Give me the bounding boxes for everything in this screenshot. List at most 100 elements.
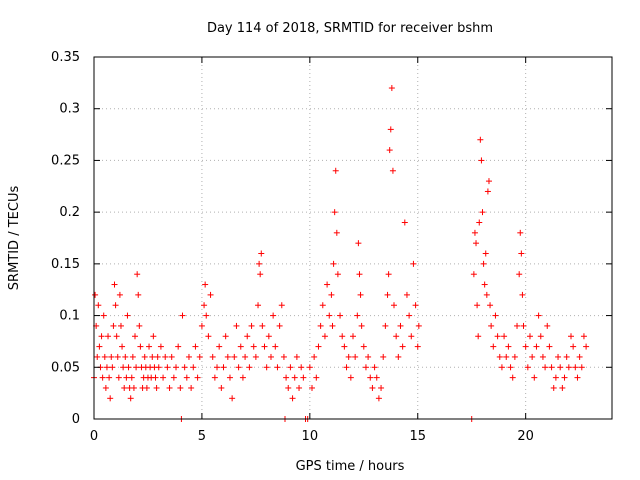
data-point: [102, 384, 109, 391]
data-point: [507, 364, 514, 371]
data-point: [388, 85, 395, 92]
data-point: [192, 343, 199, 350]
data-point: [92, 291, 99, 298]
data-point: [341, 343, 348, 350]
data-point: [546, 343, 553, 350]
data-point: [289, 395, 296, 402]
grid-lines: [94, 57, 612, 419]
data-point: [270, 312, 277, 319]
data-point: [106, 374, 113, 381]
data-point: [378, 384, 385, 391]
data-point: [487, 302, 494, 309]
data-point: [412, 302, 419, 309]
data-point: [287, 364, 294, 371]
data-point: [116, 291, 123, 298]
data-point: [365, 353, 372, 360]
data-point: [505, 343, 512, 350]
y-tick-label: 0.3: [59, 102, 80, 117]
data-point: [488, 322, 495, 329]
data-point: [194, 374, 201, 381]
y-tick-label: 0.25: [51, 153, 80, 168]
data-point: [526, 333, 533, 340]
data-point: [112, 302, 119, 309]
data-point: [478, 157, 485, 164]
data-point: [162, 353, 169, 360]
y-axis-label: SRMTID / TECUs: [7, 186, 22, 291]
data-point: [220, 364, 227, 371]
data-point: [578, 364, 585, 371]
data-point: [373, 374, 380, 381]
data-point: [259, 322, 266, 329]
data-point: [98, 333, 105, 340]
data-point: [389, 167, 396, 174]
data-point: [574, 374, 581, 381]
data-point: [229, 395, 236, 402]
data-point: [242, 353, 249, 360]
data-point: [470, 271, 477, 278]
data-point: [519, 291, 526, 298]
data-point: [115, 374, 122, 381]
data-point: [233, 322, 240, 329]
data-point: [529, 353, 536, 360]
data-point: [539, 353, 546, 360]
data-point: [356, 271, 363, 278]
data-point: [179, 312, 186, 319]
data-point: [321, 333, 328, 340]
data-point: [99, 374, 106, 381]
data-point: [498, 364, 505, 371]
data-point: [127, 395, 134, 402]
data-point: [517, 229, 524, 236]
data-point: [332, 167, 339, 174]
data-point: [533, 343, 540, 350]
data-point: [141, 353, 148, 360]
data-point: [328, 291, 335, 298]
data-point: [132, 333, 139, 340]
tick-labels: 0 5 10 15 20 0 0.05 0.1 0.15 0.2 0.25 0.3 0.35: [51, 50, 534, 444]
x-tick-label: 20: [517, 429, 534, 444]
data-point: [218, 384, 225, 391]
data-point: [94, 353, 101, 360]
data-point: [326, 312, 333, 319]
data-point: [479, 209, 486, 216]
data-point: [129, 353, 136, 360]
data-point: [548, 364, 555, 371]
data-point: [330, 260, 337, 267]
data-point: [494, 333, 501, 340]
data-point: [391, 302, 398, 309]
data-point: [347, 374, 354, 381]
data-point: [492, 312, 499, 319]
data-point: [130, 384, 137, 391]
data-point: [334, 271, 341, 278]
data-point: [108, 353, 115, 360]
data-point: [300, 374, 307, 381]
data-point: [385, 271, 392, 278]
data-point: [375, 395, 382, 402]
data-point: [177, 384, 184, 391]
data-point: [239, 374, 246, 381]
data-point: [572, 364, 579, 371]
x-tick-label: 5: [198, 429, 206, 444]
data-point: [333, 229, 340, 236]
data-point: [293, 353, 300, 360]
data-point: [343, 364, 350, 371]
data-point: [298, 364, 305, 371]
data-point: [155, 364, 162, 371]
data-point: [337, 312, 344, 319]
data-point: [237, 343, 244, 350]
data-point: [482, 250, 489, 257]
data-point: [105, 333, 112, 340]
data-point: [399, 343, 406, 350]
data-point: [226, 374, 233, 381]
data-point: [103, 364, 110, 371]
data-point: [415, 322, 422, 329]
y-tick-label: 0.05: [51, 360, 80, 375]
data-point: [222, 333, 229, 340]
chart-title: Day 114 of 2018, SRMTID for receiver bsh…: [207, 21, 493, 36]
data-point: [168, 353, 175, 360]
data-point: [248, 322, 255, 329]
data-point: [550, 384, 557, 391]
data-point: [509, 374, 516, 381]
data-point: [278, 302, 285, 309]
data-point: [267, 353, 274, 360]
